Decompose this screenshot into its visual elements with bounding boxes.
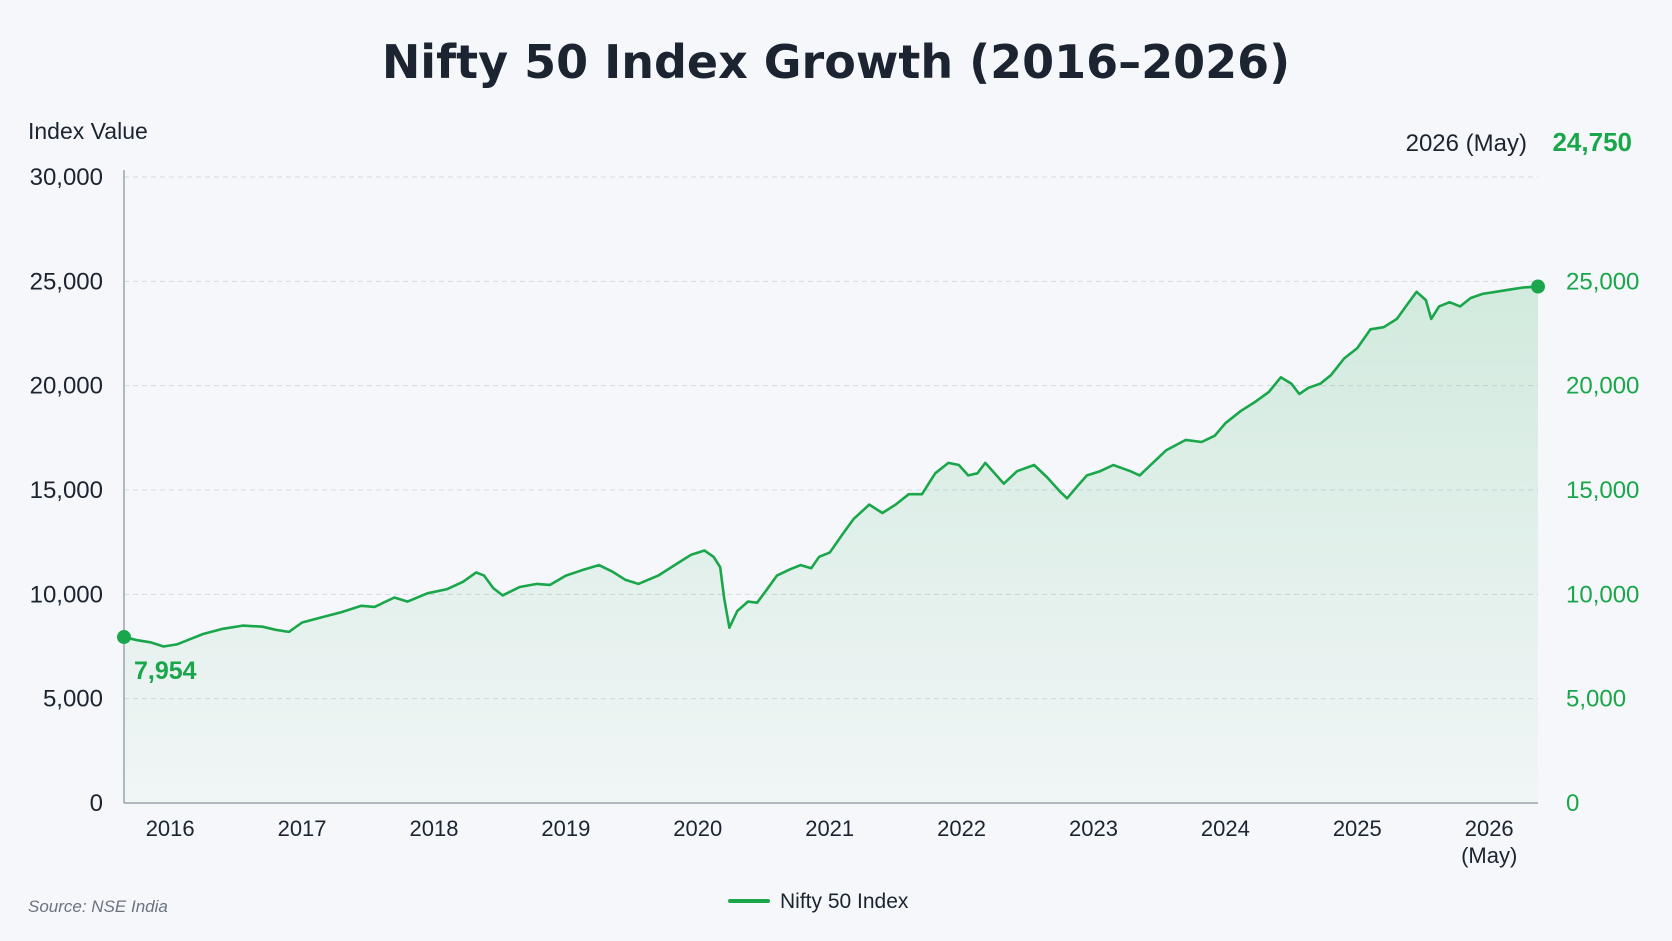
y-tick-label-right: 5,000 (1566, 686, 1626, 713)
y-tick-label: 0 (90, 790, 103, 817)
y-tick-label-right: 0 (1566, 790, 1579, 817)
end-value-label: 24,750 (1552, 127, 1632, 157)
start-value-label: 7,954 (134, 657, 197, 685)
y-axis-label: Index Value (28, 118, 148, 144)
end-point-marker (1531, 279, 1545, 294)
y-tick-label: 20,000 (30, 373, 103, 400)
end-date-label: 2026 (May) (1406, 130, 1527, 157)
x-tick-sublabel: (May) (1461, 843, 1517, 868)
y-tick-label: 10,000 (30, 581, 103, 608)
y-tick-label: 30,000 (30, 164, 103, 191)
x-tick-label: 2022 (937, 816, 986, 841)
legend-item-label: Nifty 50 Index (780, 890, 909, 913)
y-tick-label: 25,000 (30, 268, 103, 295)
source-note: Source: NSE India (28, 897, 168, 916)
series-area (124, 286, 1538, 804)
tick-labels: 0 5,000 10,000 15,000 20,000 25,000 30,000 0 5,0… (30, 164, 1640, 868)
x-tick-label: 2019 (541, 816, 590, 841)
y-tick-label-right: 10,000 (1566, 581, 1639, 608)
chart-title: Nifty 50 Index Growth (2016–2026) (382, 35, 1290, 89)
y-tick-label-right: 20,000 (1566, 373, 1639, 400)
axes (123, 170, 1538, 804)
legend: Nifty 50 Index (728, 890, 909, 913)
x-tick-label: 2020 (673, 816, 722, 841)
y-tick-label: 15,000 (30, 477, 103, 504)
series-line (122, 285, 1540, 648)
x-tick-label: 2017 (278, 816, 327, 841)
x-tick-label: 2023 (1069, 816, 1118, 841)
y-tick-label: 5,000 (43, 686, 103, 713)
area-fill (124, 286, 1538, 804)
x-tick-label: 2026 (1465, 816, 1514, 841)
x-tick-label: 2025 (1333, 816, 1382, 841)
x-tick-label: 2016 (146, 816, 195, 841)
y-tick-label-right: 25,000 (1566, 268, 1639, 295)
x-tick-label: 2024 (1201, 816, 1250, 841)
x-tick-label: 2018 (409, 816, 458, 841)
x-tick-label: 2021 (805, 816, 854, 841)
start-point-marker (117, 630, 131, 645)
markers (117, 279, 1545, 645)
series-lines (122, 285, 1540, 648)
y-tick-label-right: 15,000 (1566, 477, 1639, 504)
